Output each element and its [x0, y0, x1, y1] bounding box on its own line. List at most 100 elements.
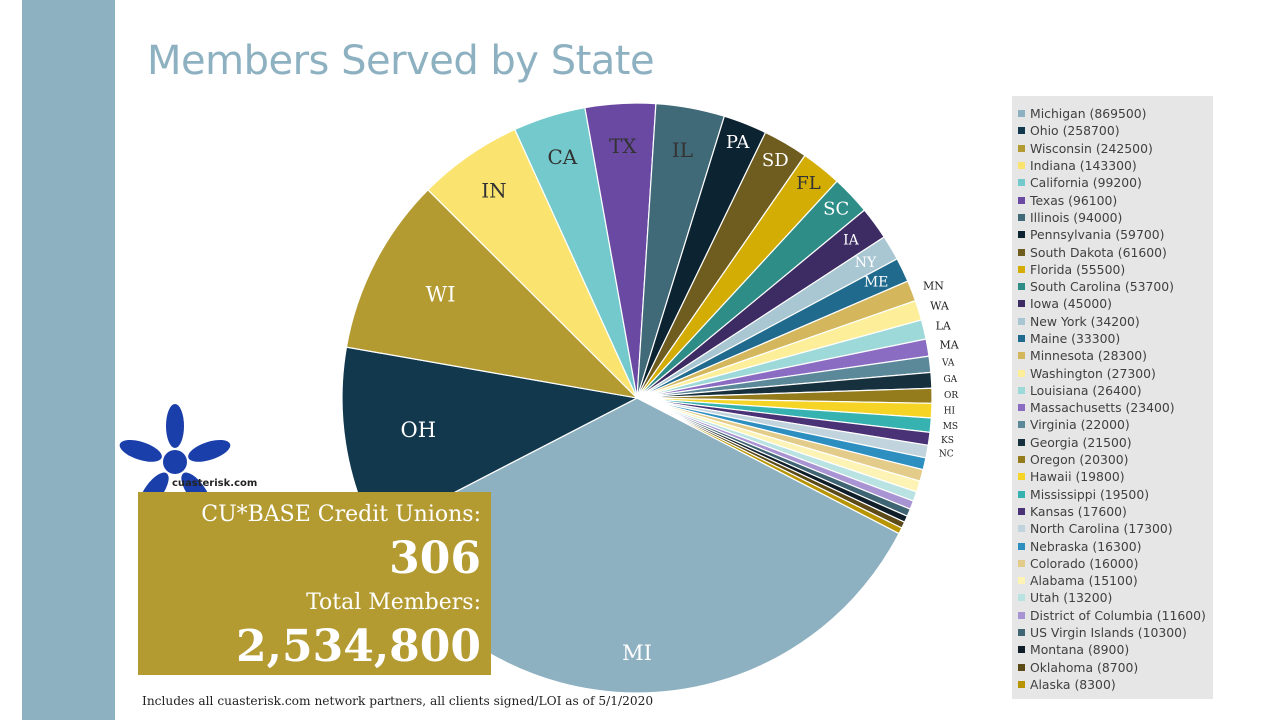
- legend-swatch: [1018, 438, 1025, 446]
- legend-swatch: [1018, 542, 1025, 550]
- legend-item: Massachusetts (23400): [1018, 399, 1213, 416]
- total-members-value: 2,534,800: [236, 621, 481, 672]
- legend-swatch: [1018, 611, 1025, 619]
- legend-item: Alaska (8300): [1018, 676, 1213, 693]
- footnote: Includes all cuasterisk.com network part…: [142, 694, 654, 708]
- legend-item: Mississippi (19500): [1018, 486, 1213, 503]
- legend-label: New York (34200): [1030, 313, 1140, 329]
- legend-item: South Dakota (61600): [1018, 243, 1213, 260]
- legend-swatch: [1018, 680, 1025, 688]
- legend-swatch: [1018, 265, 1025, 273]
- legend-swatch: [1018, 196, 1025, 204]
- legend-label: North Carolina (17300): [1030, 521, 1173, 537]
- legend-label: Mississippi (19500): [1030, 486, 1150, 502]
- credit-unions-value: 306: [389, 533, 481, 584]
- legend-swatch: [1018, 559, 1025, 567]
- legend-label: Georgia (21500): [1030, 434, 1132, 450]
- slice-label-ca: CA: [547, 145, 577, 169]
- legend-swatch: [1018, 456, 1025, 464]
- legend-label: US Virgin Islands (10300): [1030, 625, 1187, 641]
- legend-swatch: [1018, 507, 1025, 515]
- legend-swatch: [1018, 594, 1025, 602]
- legend-label: Colorado (16000): [1030, 555, 1139, 571]
- legend-swatch: [1018, 283, 1025, 291]
- slice-label-ks: KS: [941, 436, 954, 446]
- legend-item: Indiana (143300): [1018, 157, 1213, 174]
- legend-label: South Carolina (53700): [1030, 279, 1174, 295]
- legend-item: New York (34200): [1018, 313, 1213, 330]
- legend-item: Ohio (258700): [1018, 122, 1213, 139]
- legend-label: Virginia (22000): [1030, 417, 1130, 433]
- legend-swatch: [1018, 162, 1025, 170]
- legend-label: Louisiana (26400): [1030, 382, 1142, 398]
- slice-label-sd: SD: [762, 150, 789, 171]
- slice-label-ga: GA: [943, 375, 957, 385]
- legend-label: Oklahoma (8700): [1030, 659, 1139, 675]
- slice-label-hi: HI: [944, 407, 956, 417]
- legend-item: Texas (96100): [1018, 191, 1213, 208]
- legend-item: Nebraska (16300): [1018, 537, 1213, 554]
- legend-swatch: [1018, 646, 1025, 654]
- side-accent-bar: [22, 0, 115, 720]
- slice-label-fl: FL: [796, 173, 820, 194]
- slice-label-wa: WA: [930, 300, 950, 313]
- legend-label: Nebraska (16300): [1030, 538, 1142, 554]
- slice-label-mi: MI: [622, 641, 652, 665]
- legend-swatch: [1018, 352, 1025, 360]
- legend-item: Iowa (45000): [1018, 295, 1213, 312]
- total-members-label: Total Members:: [306, 590, 481, 615]
- slice-label-la: LA: [936, 320, 952, 333]
- legend-item: Oklahoma (8700): [1018, 659, 1213, 676]
- slice-label-tx: TX: [609, 134, 637, 158]
- legend-swatch: [1018, 369, 1025, 377]
- legend-item: Minnesota (28300): [1018, 347, 1213, 364]
- legend-swatch: [1018, 629, 1025, 637]
- legend-item: Florida (55500): [1018, 261, 1213, 278]
- chart-legend: Michigan (869500) Ohio (258700) Wisconsin …: [1012, 96, 1213, 699]
- legend-swatch: [1018, 179, 1025, 187]
- slice-label-oh: OH: [401, 418, 437, 442]
- legend-swatch: [1018, 490, 1025, 498]
- legend-item: Louisiana (26400): [1018, 382, 1213, 399]
- slice-label-mn: MN: [923, 279, 944, 292]
- legend-item: Georgia (21500): [1018, 434, 1213, 451]
- legend-item: Alabama (15100): [1018, 572, 1213, 589]
- legend-label: Ohio (258700): [1030, 123, 1120, 139]
- legend-label: Illinois (94000): [1030, 209, 1123, 225]
- legend-label: Oregon (20300): [1030, 452, 1129, 468]
- legend-label: Washington (27300): [1030, 365, 1156, 381]
- slice-label-me: ME: [864, 275, 889, 291]
- legend-swatch: [1018, 144, 1025, 152]
- legend-label: Michigan (869500): [1030, 106, 1147, 122]
- slice-label-pa: PA: [726, 132, 750, 153]
- slice-label-ms: MS: [943, 422, 958, 432]
- slice-label-wi: WI: [426, 283, 456, 307]
- legend-swatch: [1018, 300, 1025, 308]
- stats-box: CU*BASE Credit Unions: 306 Total Members…: [138, 492, 491, 675]
- legend-item: Illinois (94000): [1018, 209, 1213, 226]
- legend-item: Pennsylvania (59700): [1018, 226, 1213, 243]
- pie-slice-item-33: [636, 397, 903, 535]
- legend-item: Oregon (20300): [1018, 451, 1213, 468]
- legend-swatch: [1018, 127, 1025, 135]
- legend-swatch: [1018, 525, 1025, 533]
- legend-label: Texas (96100): [1030, 192, 1118, 208]
- page-title: Members Served by State: [147, 38, 655, 84]
- legend-swatch: [1018, 663, 1025, 671]
- slice-label-ma: MA: [939, 339, 959, 352]
- legend-label: Montana (8900): [1030, 642, 1130, 658]
- legend-item: Montana (8900): [1018, 641, 1213, 658]
- legend-swatch: [1018, 473, 1025, 481]
- legend-item: US Virgin Islands (10300): [1018, 624, 1213, 641]
- legend-swatch: [1018, 386, 1025, 394]
- legend-label: Florida (55500): [1030, 261, 1126, 277]
- legend-item: North Carolina (17300): [1018, 520, 1213, 537]
- credit-unions-label: CU*BASE Credit Unions:: [201, 502, 481, 527]
- legend-label: California (99200): [1030, 175, 1142, 191]
- legend-item: California (99200): [1018, 174, 1213, 191]
- legend-swatch: [1018, 110, 1025, 118]
- legend-swatch: [1018, 248, 1025, 256]
- logo-text: cuasterisk.com: [172, 478, 258, 489]
- blue-asterisk-icon: [119, 404, 231, 510]
- legend-label: Utah (13200): [1030, 590, 1113, 606]
